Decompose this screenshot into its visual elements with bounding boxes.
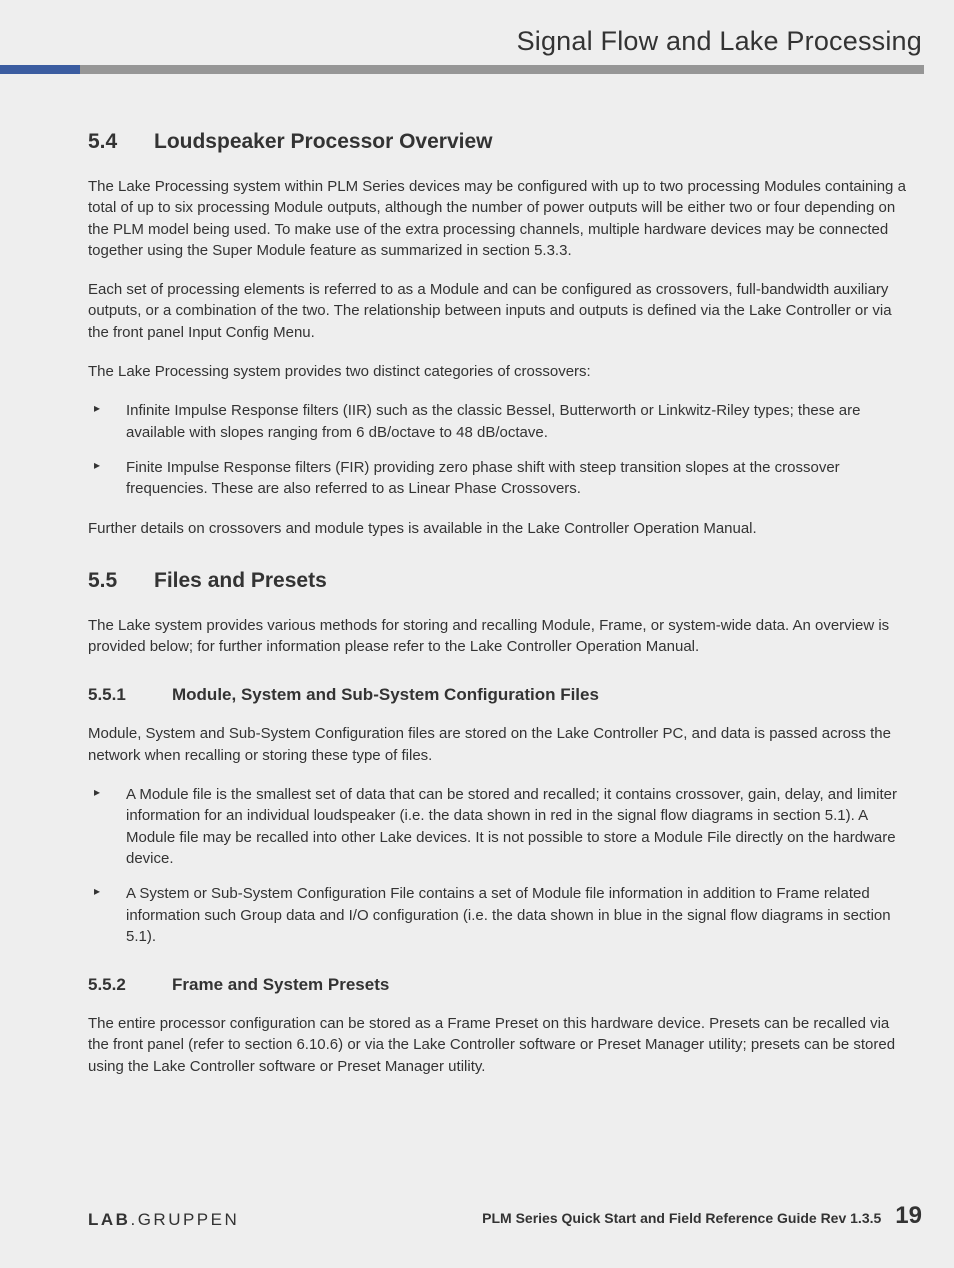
heading-5-5-2: 5.5.2Frame and System Presets	[88, 975, 914, 995]
paragraph: The entire processor configuration can b…	[88, 1013, 914, 1077]
paragraph: Further details on crossovers and module…	[88, 518, 914, 539]
heading-text: Module, System and Sub-System Configurat…	[172, 685, 599, 704]
paragraph: Each set of processing elements is refer…	[88, 279, 914, 343]
page-title: Signal Flow and Lake Processing	[517, 26, 922, 57]
paragraph: The Lake Processing system provides two …	[88, 361, 914, 382]
list-item: A System or Sub-System Configuration Fil…	[88, 883, 914, 947]
list-item: Infinite Impulse Response filters (IIR) …	[88, 400, 914, 443]
heading-5-5-1: 5.5.1Module, System and Sub-System Confi…	[88, 685, 914, 705]
paragraph: The Lake Processing system within PLM Se…	[88, 176, 914, 261]
bullet-list: Infinite Impulse Response filters (IIR) …	[88, 400, 914, 499]
page-content: 5.4Loudspeaker Processor Overview The La…	[88, 130, 914, 1095]
logo-dot: .	[130, 1210, 137, 1229]
heading-number: 5.5.1	[88, 685, 172, 705]
page-number: 19	[895, 1202, 922, 1230]
heading-number: 5.4	[88, 130, 154, 154]
header-rule	[80, 65, 924, 74]
doc-title: PLM Series Quick Start and Field Referen…	[482, 1210, 881, 1226]
list-item: Finite Impulse Response filters (FIR) pr…	[88, 457, 914, 500]
paragraph: The Lake system provides various methods…	[88, 615, 914, 658]
footer-right: PLM Series Quick Start and Field Referen…	[482, 1202, 922, 1230]
logo-lab: LAB	[88, 1210, 130, 1229]
header-accent-rule	[0, 65, 80, 74]
heading-number: 5.5	[88, 569, 154, 593]
heading-text: Frame and System Presets	[172, 975, 389, 994]
logo-gruppen: GRUPPEN	[138, 1210, 240, 1229]
page-footer: LAB.GRUPPEN PLM Series Quick Start and F…	[88, 1202, 922, 1230]
brand-logo: LAB.GRUPPEN	[88, 1210, 239, 1230]
paragraph: Module, System and Sub-System Configurat…	[88, 723, 914, 766]
heading-number: 5.5.2	[88, 975, 172, 995]
heading-5-5: 5.5Files and Presets	[88, 569, 914, 593]
heading-text: Loudspeaker Processor Overview	[154, 130, 493, 153]
bullet-list: A Module file is the smallest set of dat…	[88, 784, 914, 947]
heading-5-4: 5.4Loudspeaker Processor Overview	[88, 130, 914, 154]
page-header: Signal Flow and Lake Processing	[0, 20, 954, 74]
list-item: A Module file is the smallest set of dat…	[88, 784, 914, 869]
heading-text: Files and Presets	[154, 569, 327, 592]
